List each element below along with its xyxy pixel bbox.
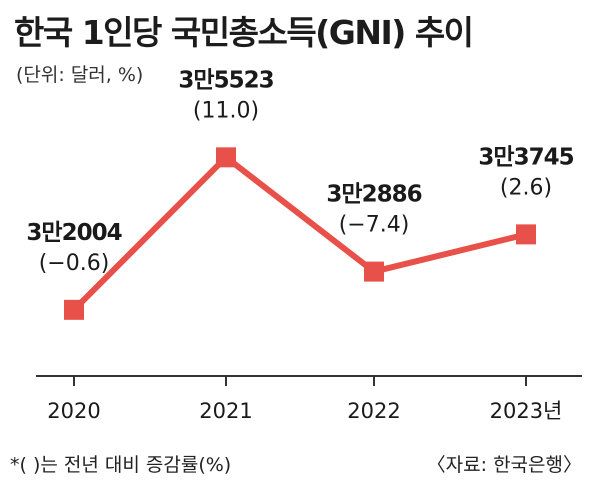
change-label: (−7.4) [339,213,410,238]
chart-title: 한국 1인당 국민총소득(GNI) 추이 [14,13,474,52]
x-tick-label: 2021 [199,399,252,423]
x-tick-label: 2023년 [490,399,563,423]
unit-note: (단위: 달러, %) [16,64,144,86]
value-label: 3만3745 [478,144,573,170]
change-label: (2.6) [500,175,552,200]
footnote: *( )는 전년 대비 증감률(%) [10,454,232,476]
data-point [364,261,384,282]
source-note: 〈자료: 한국은행〉 [426,454,582,476]
x-tick-label: 2020 [47,399,100,423]
series-line [71,153,527,312]
x-tick-label: 2022 [347,399,400,423]
value-label: 3만2886 [326,182,421,208]
change-label: (−0.6) [39,251,110,276]
data-point [64,299,84,320]
change-label: (11.0) [193,98,259,123]
data-point [516,224,536,245]
data-point [216,147,236,168]
value-label: 3만5523 [178,67,273,93]
value-label: 3만2004 [26,220,121,246]
